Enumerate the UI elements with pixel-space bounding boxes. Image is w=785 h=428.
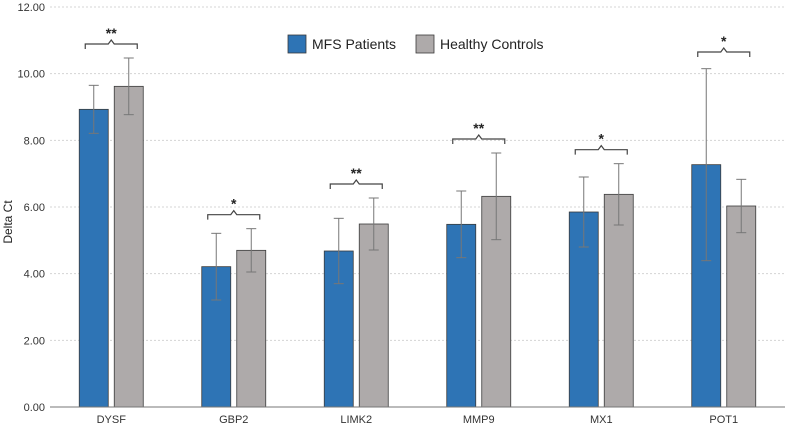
significance-label: ** [106, 25, 117, 41]
y-tick-label: 0.00 [24, 402, 45, 414]
significance-label: ** [473, 120, 484, 136]
significance-brace [574, 144, 628, 155]
legend-swatch-healthy-controls [415, 34, 435, 54]
bar-limk2-healthy-controls [358, 223, 389, 408]
category-label-pot1: POT1 [709, 414, 738, 426]
significance-label: * [231, 196, 237, 212]
bar-gbp2-healthy-controls [236, 249, 267, 408]
gridlines [50, 6, 785, 341]
category-label-dysf: DYSF [97, 414, 127, 426]
legend-label-healthy-controls: Healthy Controls [440, 36, 544, 52]
significance-brace [697, 47, 751, 57]
significance-brace [207, 209, 261, 220]
y-tick-label: 12.00 [17, 2, 45, 14]
bar-dysf-healthy-controls [113, 85, 144, 408]
legend-swatch-mfs-patients [287, 34, 307, 54]
significance-label: ** [351, 165, 362, 181]
category-label-limk2: LIMK2 [340, 414, 372, 426]
error-bars [88, 57, 747, 301]
legend-label-mfs-patients: MFS Patients [312, 36, 396, 52]
bar-dysf-mfs-patients [78, 108, 109, 408]
category-labels: DYSF GBP2 LIMK2 MMP9 MX1 POT1 [97, 414, 739, 426]
significance-brace [452, 134, 506, 144]
category-label-mmp9: MMP9 [463, 414, 495, 426]
significance-brace [329, 179, 383, 189]
bar-pot1-healthy-controls [726, 205, 757, 408]
significance-brace [84, 39, 138, 49]
y-tick-label: 4.00 [24, 269, 45, 281]
significance-label: * [599, 131, 605, 147]
y-tick-label: 6.00 [24, 202, 45, 214]
legend: MFS Patients Healthy Controls [287, 34, 544, 54]
significance-markers: ********* [84, 25, 751, 220]
y-tick-label: 8.00 [24, 135, 45, 147]
y-tick-labels: 0.00 2.00 4.00 6.00 8.00 10.00 12.00 [17, 2, 45, 414]
bar-mx1-healthy-controls [603, 193, 634, 408]
y-axis-title: Delta Ct [1, 200, 15, 244]
y-tick-label: 2.00 [24, 335, 45, 347]
category-label-mx1: MX1 [590, 414, 613, 426]
significance-label: * [721, 33, 727, 49]
y-tick-label: 10.00 [17, 69, 45, 81]
category-label-gbp2: GBP2 [219, 414, 248, 426]
bars [78, 85, 757, 408]
